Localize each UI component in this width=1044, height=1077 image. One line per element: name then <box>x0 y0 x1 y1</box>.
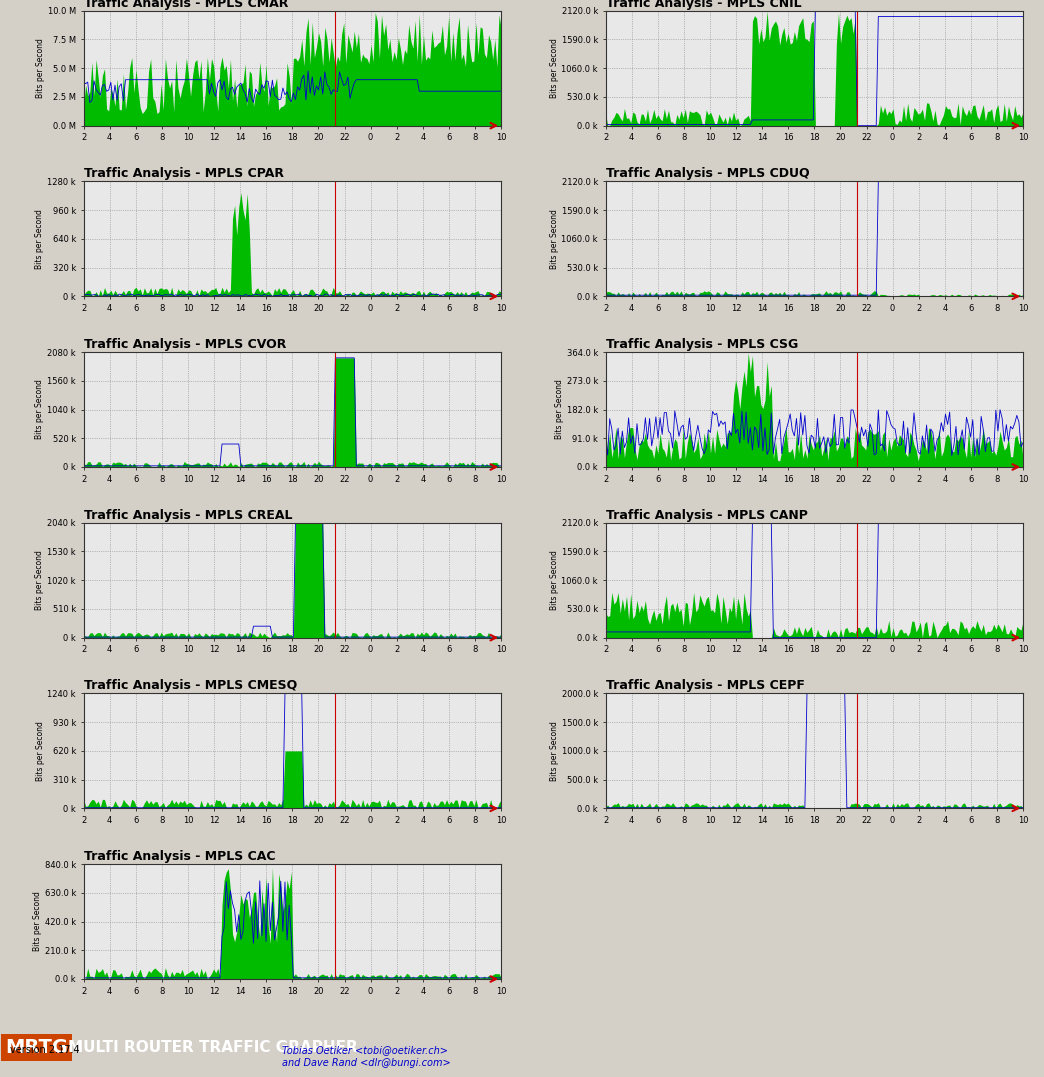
Text: Tobias Oetiker <tobi@oetiker.ch>: Tobias Oetiker <tobi@oetiker.ch> <box>282 1046 448 1055</box>
Y-axis label: Bits per Second: Bits per Second <box>35 39 45 98</box>
Text: and Dave Rand <dlr@bungi.com>: and Dave Rand <dlr@bungi.com> <box>282 1059 451 1068</box>
Text: version 2.17.4: version 2.17.4 <box>10 1046 80 1055</box>
Y-axis label: Bits per Second: Bits per Second <box>549 39 559 98</box>
Text: MULTI ROUTER TRAFFIC GRAPHER: MULTI ROUTER TRAFFIC GRAPHER <box>68 1040 358 1054</box>
Text: MRTG: MRTG <box>5 1038 68 1057</box>
Text: Traffic Analysis - MPLS CSG: Traffic Analysis - MPLS CSG <box>606 338 798 351</box>
Y-axis label: Bits per Second: Bits per Second <box>549 550 559 611</box>
Text: Traffic Analysis - MPLS CMESQ: Traffic Analysis - MPLS CMESQ <box>84 680 296 693</box>
Text: Traffic Analysis - MPLS CPAR: Traffic Analysis - MPLS CPAR <box>84 167 284 180</box>
Y-axis label: Bits per Second: Bits per Second <box>35 379 45 439</box>
Y-axis label: Bits per Second: Bits per Second <box>32 892 42 951</box>
Y-axis label: Bits per Second: Bits per Second <box>35 209 45 269</box>
Y-axis label: Bits per Second: Bits per Second <box>554 379 564 439</box>
Y-axis label: Bits per Second: Bits per Second <box>35 550 45 611</box>
Y-axis label: Bits per Second: Bits per Second <box>549 209 559 269</box>
Text: Traffic Analysis - MPLS CDUQ: Traffic Analysis - MPLS CDUQ <box>606 167 809 180</box>
Text: Traffic Analysis - MPLS CAC: Traffic Analysis - MPLS CAC <box>84 850 275 863</box>
Y-axis label: Bits per Second: Bits per Second <box>550 721 559 781</box>
Y-axis label: Bits per Second: Bits per Second <box>35 721 45 781</box>
Text: Traffic Analysis - MPLS CEPF: Traffic Analysis - MPLS CEPF <box>606 680 804 693</box>
Text: Traffic Analysis - MPLS CMAR: Traffic Analysis - MPLS CMAR <box>84 0 288 10</box>
Text: Traffic Analysis - MPLS CREAL: Traffic Analysis - MPLS CREAL <box>84 508 292 521</box>
Text: Traffic Analysis - MPLS CVOR: Traffic Analysis - MPLS CVOR <box>84 338 286 351</box>
Text: Traffic Analysis - MPLS CNIL: Traffic Analysis - MPLS CNIL <box>606 0 801 10</box>
Text: Traffic Analysis - MPLS CANP: Traffic Analysis - MPLS CANP <box>606 508 807 521</box>
